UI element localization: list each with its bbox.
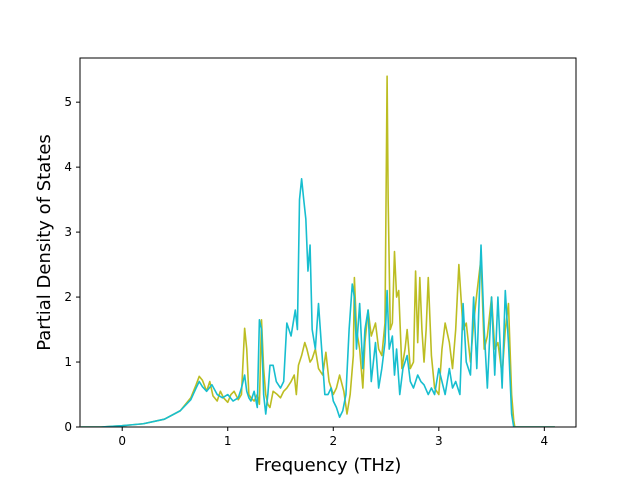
y-tick-label: 2 xyxy=(64,290,72,304)
x-tick-label: 1 xyxy=(224,434,232,448)
x-tick-label: 3 xyxy=(435,434,443,448)
series-line-2 xyxy=(81,178,555,427)
y-axis-label: Partial Density of States xyxy=(34,134,55,351)
x-tick-label: 2 xyxy=(329,434,337,448)
series-layer xyxy=(81,75,555,427)
y-tick-label: 1 xyxy=(64,355,72,369)
series-line-1 xyxy=(81,75,555,427)
x-tick-label: 4 xyxy=(541,434,549,448)
y-axis-ticks: 0 1 2 3 4 5 xyxy=(64,95,80,434)
y-tick-label: 3 xyxy=(64,225,72,239)
x-axis-label: Frequency (THz) xyxy=(255,455,402,476)
y-tick-label: 0 xyxy=(64,420,72,434)
y-tick-label: 5 xyxy=(64,95,72,109)
plot-frame xyxy=(79,57,577,428)
x-tick-label: 0 xyxy=(118,434,126,448)
x-axis-ticks: 0 1 2 3 4 xyxy=(118,427,548,448)
y-tick-label: 4 xyxy=(64,160,72,174)
